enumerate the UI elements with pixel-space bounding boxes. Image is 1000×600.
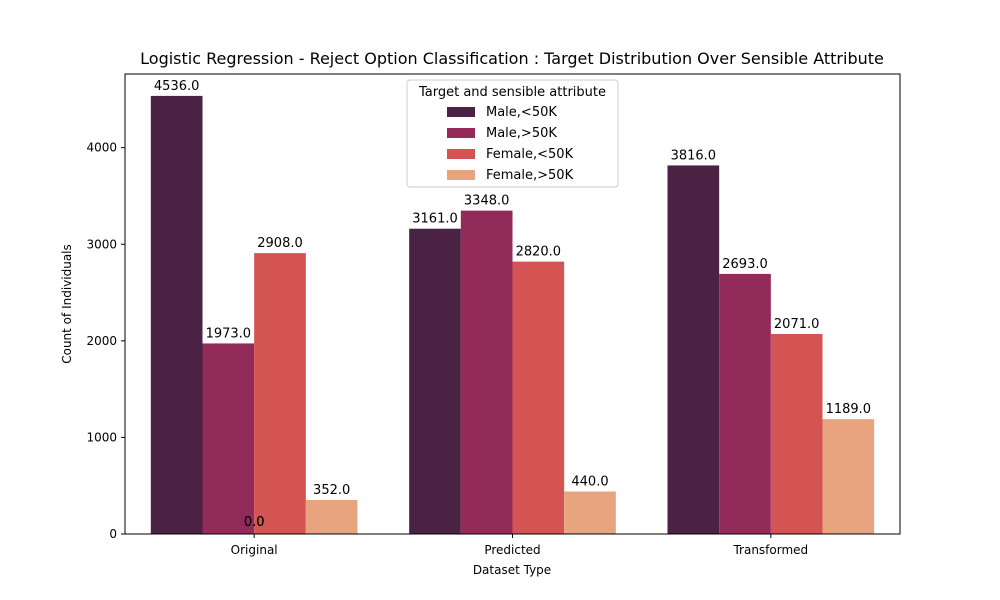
legend-title: Target and sensible attribute [418, 85, 606, 100]
y-tick-label: 4000 [86, 141, 117, 155]
y-axis-label: Count of Individuals [60, 244, 74, 364]
bar-value-label: 3816.0 [671, 148, 717, 163]
bar-value-label: 1973.0 [206, 326, 252, 341]
legend-label: Female,>50K [486, 168, 574, 183]
bar-value-label: 2071.0 [774, 317, 820, 332]
axes-layer: 0 1000 2000 3000 4000 Original Predicted Transf… [86, 73, 901, 557]
bar-value-label: 3161.0 [412, 212, 458, 227]
bar-value-label: 3348.0 [464, 194, 510, 209]
legend: Target and sensible attribute Male,<50K Ma… [406, 79, 619, 188]
bar-value-label: 4536.0 [154, 79, 200, 94]
legend-label: Male,>50K [486, 126, 557, 141]
legend-swatch [447, 149, 475, 159]
bar [460, 210, 513, 534]
bar-value-label: 2908.0 [257, 236, 303, 251]
bar-labels-layer: 4536.0 3161.0 3816.0 1973.0 3348.0 2693.0 2908… [154, 79, 871, 530]
x-axis-label: Dataset Type [473, 563, 551, 577]
bar-value-label: 2693.0 [722, 257, 768, 272]
bar [305, 500, 358, 534]
bar [254, 253, 306, 534]
chart-title: Logistic Regression - Reject Option Clas… [140, 49, 884, 68]
zero-value-label: 0.0 [244, 515, 265, 530]
y-tick-label: 1000 [86, 430, 117, 444]
legend-label: Female,<50K [486, 147, 574, 162]
x-tick-label: Predicted [484, 543, 540, 557]
y-tick-label: 2000 [86, 334, 117, 348]
bar [150, 95, 203, 535]
bar-value-label: 440.0 [571, 475, 608, 490]
bar [667, 165, 720, 534]
legend-swatch [447, 170, 475, 180]
legend-swatch [447, 107, 475, 117]
bar [770, 333, 823, 534]
bars-layer [150, 95, 875, 535]
bar-value-label: 352.0 [313, 483, 350, 498]
bar-value-label: 2820.0 [516, 245, 562, 260]
bar [202, 343, 255, 534]
bar [512, 261, 565, 534]
bar [719, 273, 771, 534]
bar-value-label: 1189.0 [826, 402, 872, 417]
bar [409, 228, 461, 534]
x-tick-label: Transformed [732, 543, 808, 557]
legend-label: Male,<50K [486, 105, 557, 120]
x-tick-label: Original [231, 543, 278, 557]
y-tick-label: 3000 [86, 237, 117, 251]
bar [822, 419, 875, 534]
y-tick-label: 0 [109, 527, 117, 541]
bar [564, 491, 616, 534]
legend-swatch [447, 128, 475, 138]
legend-frame [406, 79, 619, 188]
zero-value-label: 0.0 [244, 515, 265, 530]
